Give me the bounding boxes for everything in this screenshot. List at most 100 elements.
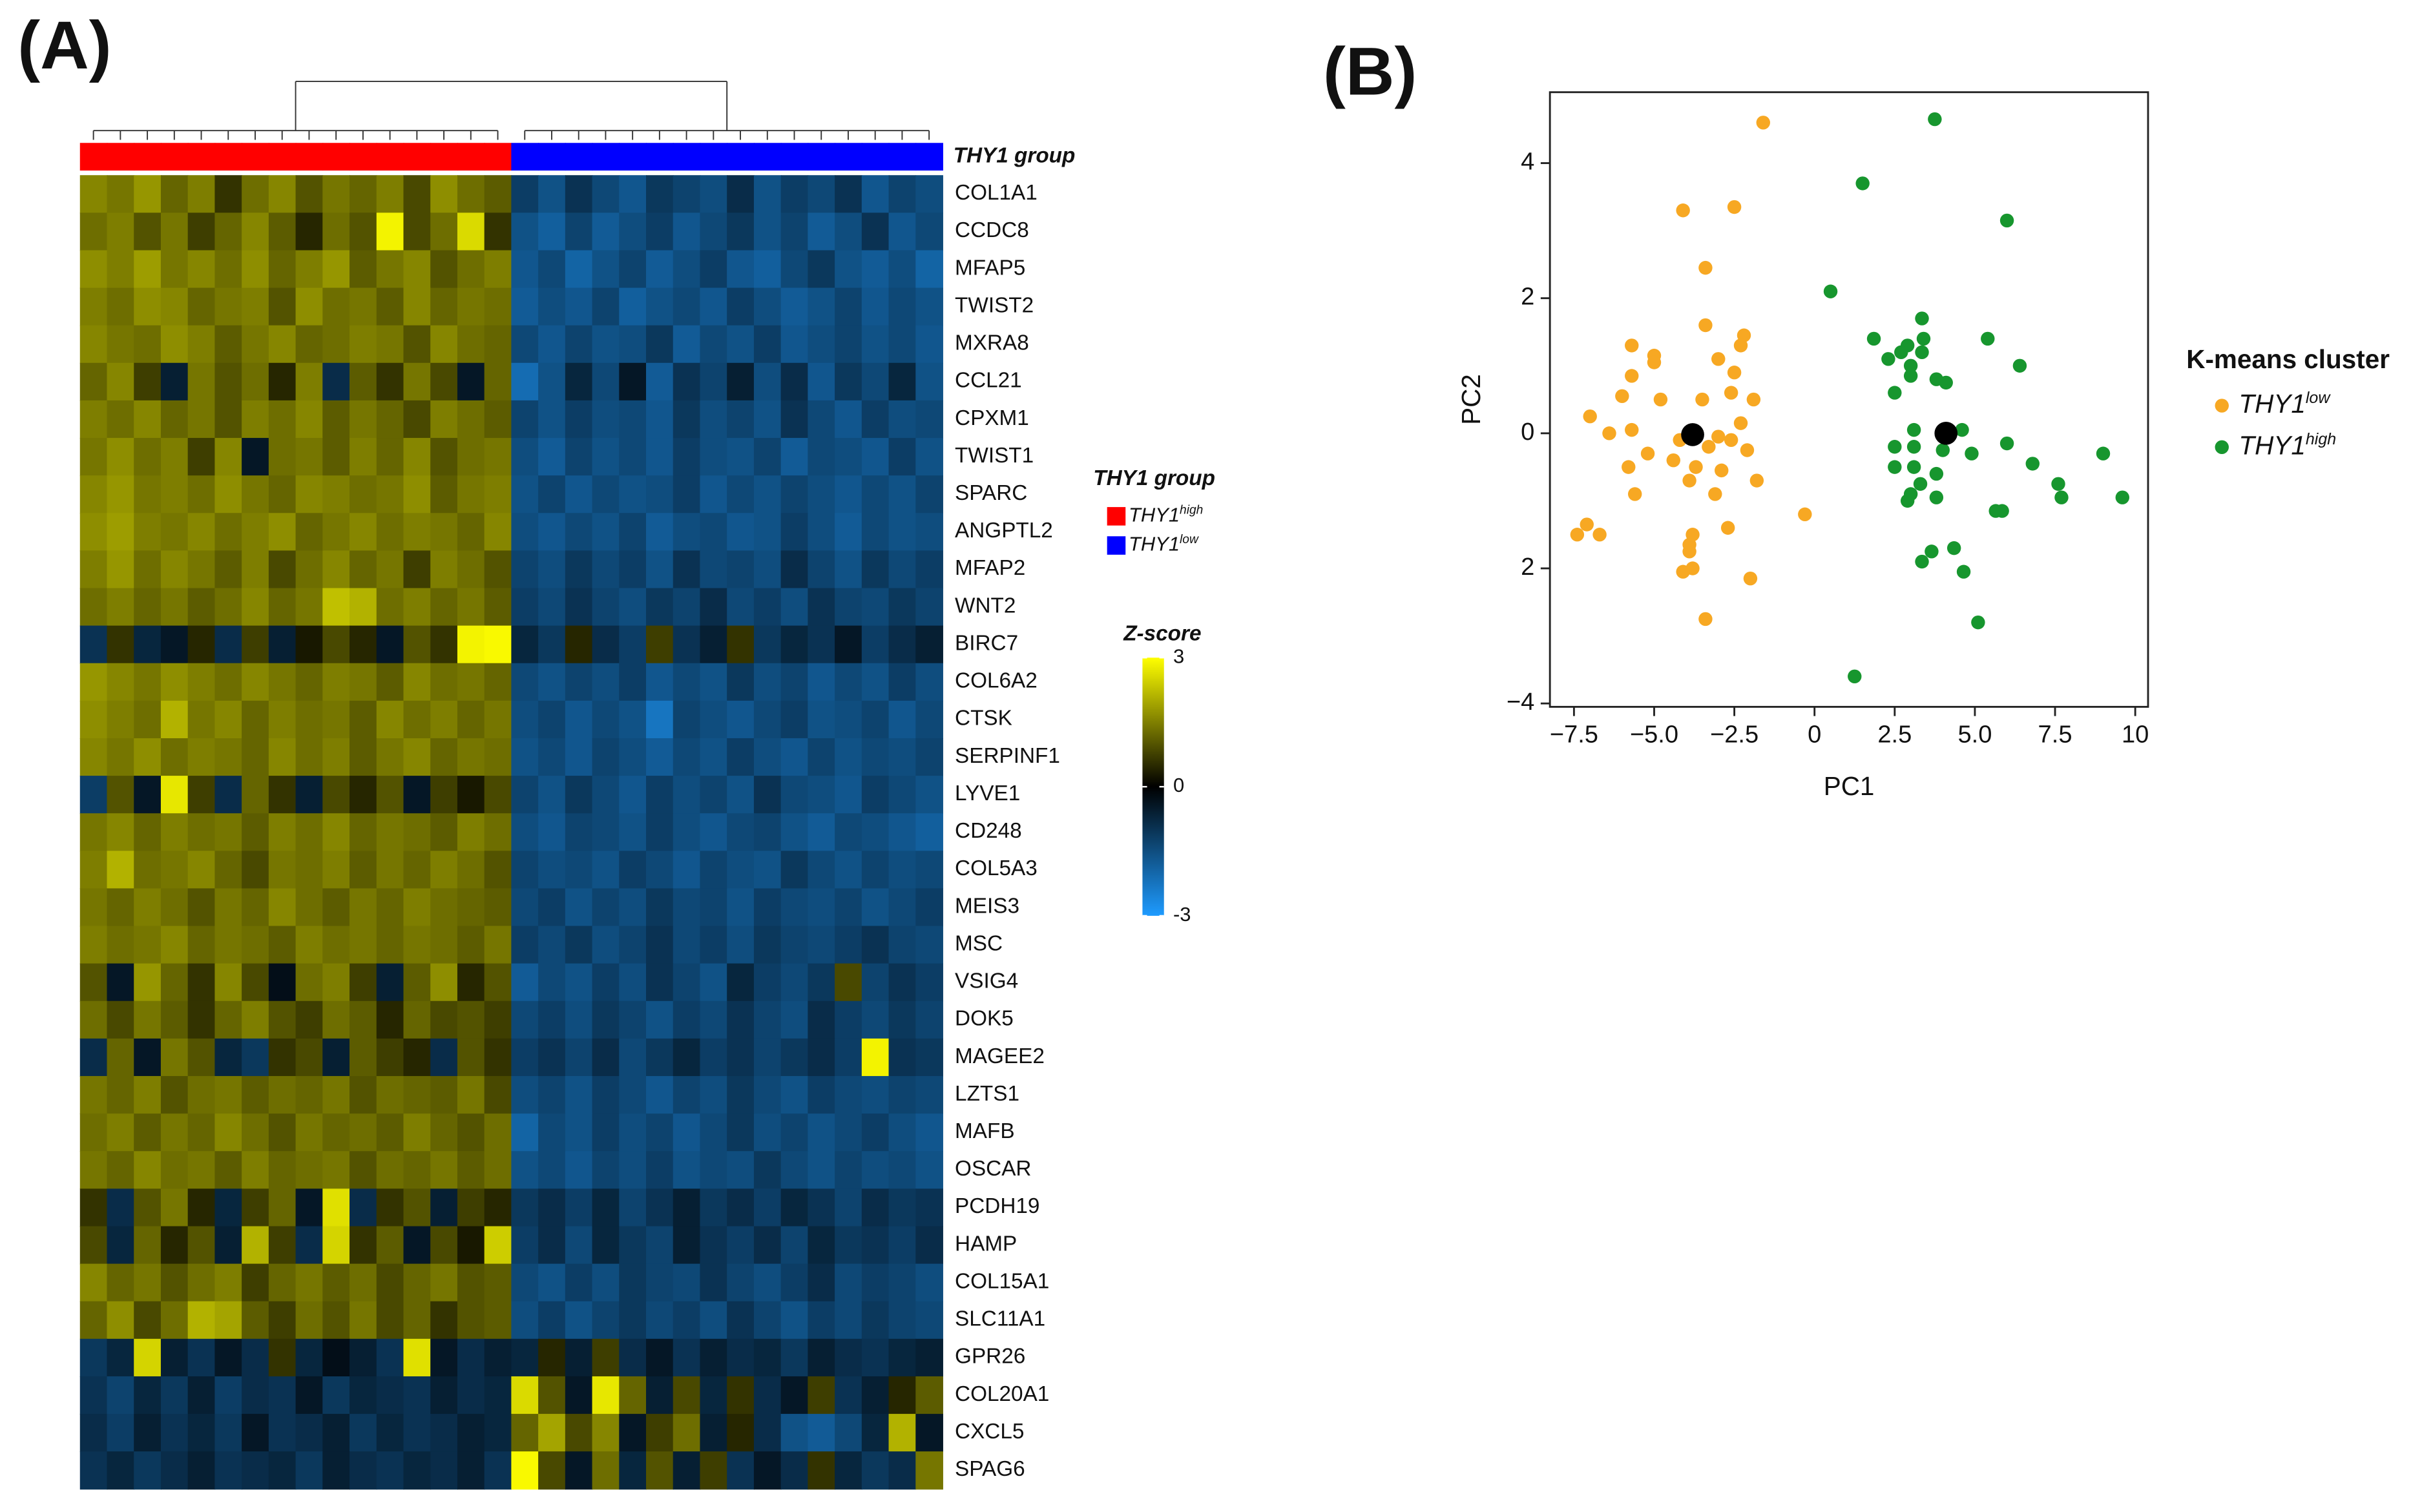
heatmap-cell [268,250,297,289]
heatmap-cell [646,625,674,664]
heatmap-cell [727,1188,755,1227]
point [1724,433,1738,448]
heatmap-cell [646,1414,674,1453]
heatmap-cell [322,700,350,739]
heatmap-cell [187,588,216,627]
heatmap-cell [753,1414,782,1453]
heatmap-cell [107,212,135,251]
heatmap-cell [753,738,782,777]
heatmap-cell [295,1000,324,1039]
row-label: BIRC7 [955,631,1018,655]
heatmap-cell [107,1113,135,1152]
heatmap-cell [835,1076,862,1115]
heatmap-cell [700,813,728,852]
heatmap-cell [187,212,216,251]
annotation-cell [511,143,539,171]
point [1689,460,1703,474]
heatmap-cell [107,1000,135,1039]
heatmap-cell [484,362,512,401]
annotation-cell [214,143,243,171]
heatmap-cell [457,1263,485,1302]
heatmap-cell [511,813,539,852]
heatmap-cell [861,888,890,927]
heatmap-cell [808,888,836,927]
point [1711,352,1726,366]
heatmap-cell [753,851,782,889]
heatmap-cell [780,513,809,552]
annotation-cell [835,143,862,171]
heatmap-cell [727,1076,755,1115]
x-tick-label: 2.5 [1877,721,1912,749]
heatmap-cell [295,625,324,664]
heatmap-cell [430,212,458,251]
heatmap-cell [511,1226,539,1265]
heatmap-cell [538,776,566,814]
heatmap-cell [242,175,269,214]
heatmap-cell [376,1038,404,1077]
heatmap-cell [322,1226,350,1265]
heatmap-cell [592,175,620,214]
heatmap-cell [268,1151,297,1190]
heatmap-cell [295,287,324,326]
point [1988,504,2003,518]
heatmap-cell [268,1338,297,1377]
heatmap-cell [79,625,108,664]
heatmap-cell [107,1038,135,1077]
heatmap-cell [268,1376,297,1415]
heatmap-cell [538,1301,566,1340]
heatmap-cell [592,325,620,364]
heatmap-cell [350,400,377,439]
heatmap-cell [592,362,620,401]
heatmap-cell [107,963,135,1002]
heatmap-cell [538,1000,566,1039]
heatmap-cell [295,926,324,964]
heatmap-cell [808,550,836,589]
heatmap-cell [753,550,782,589]
heatmap-cell [915,700,943,739]
annotation-cell [403,143,432,171]
heatmap-cell [619,212,647,251]
heatmap-cell [646,700,674,739]
heatmap-cell [753,776,782,814]
heatmap-cell [700,1113,728,1152]
heatmap-cell [79,1451,108,1490]
heatmap-cell [430,1226,458,1265]
heatmap-cell [403,212,432,251]
heatmap-cell [134,513,162,552]
heatmap-cell [322,1338,350,1377]
heatmap-cell [592,588,620,627]
heatmap-cell [565,738,593,777]
heatmap-cell [430,250,458,289]
heatmap-cell [457,1414,485,1453]
heatmap-cell [242,1188,269,1227]
heatmap-cell [107,663,135,701]
heatmap-cell [376,926,404,964]
heatmap-cell [565,588,593,627]
heatmap-cell [538,926,566,964]
point [1894,345,1908,360]
heatmap-cell [511,1000,539,1039]
heatmap-cell [214,325,243,364]
row-label: LYVE1 [955,782,1020,805]
heatmap-cell [107,1414,135,1453]
annotation-cell [619,143,647,171]
heatmap-cell [242,1376,269,1415]
heatmap-cell [242,550,269,589]
heatmap-cell [565,325,593,364]
heatmap-cell [592,400,620,439]
heatmap-cell [242,1338,269,1377]
heatmap-cell [835,813,862,852]
colorbar-tick-label: 0 [1173,774,1184,796]
heatmap-cell [861,625,890,664]
heatmap-cell [268,1113,297,1152]
heatmap-cell [808,475,836,514]
heatmap-cell [727,1113,755,1152]
heatmap-cell [808,400,836,439]
legend-label-sup: high [1180,504,1203,517]
heatmap-cell [646,1151,674,1190]
annotation-cell [727,143,755,171]
heatmap-cell [79,888,108,927]
heatmap-cell [673,550,701,589]
heatmap-cell [376,1263,404,1302]
heatmap-cell [484,175,512,214]
